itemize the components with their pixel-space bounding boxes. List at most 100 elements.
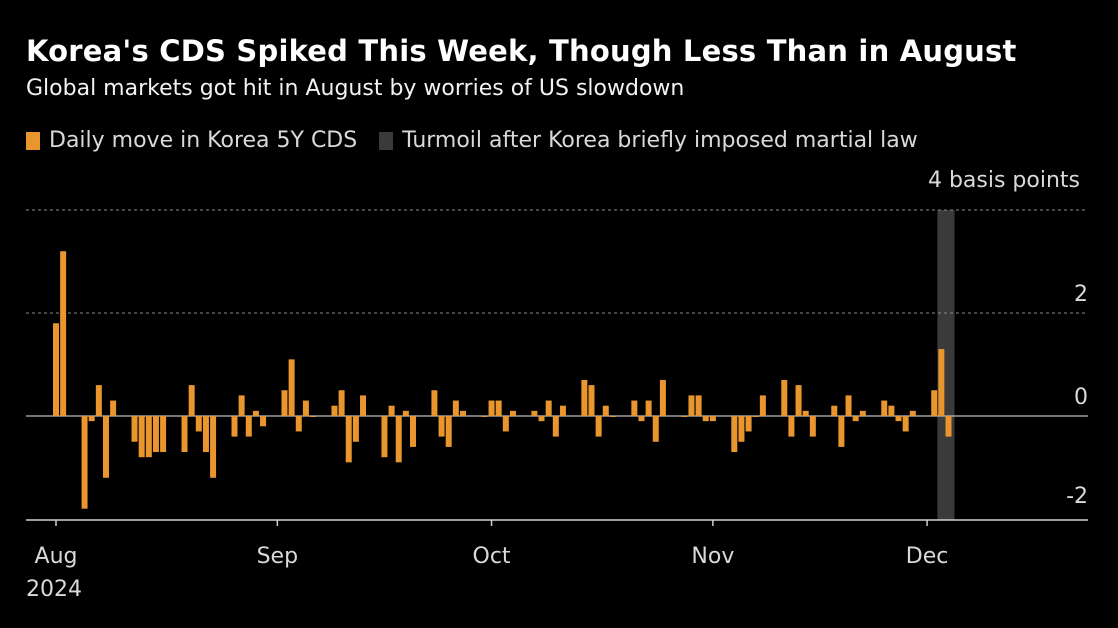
bar [181, 416, 188, 453]
bar [81, 416, 88, 509]
bar [709, 416, 716, 422]
bar [538, 416, 545, 422]
bar [788, 416, 795, 437]
bar [745, 416, 752, 432]
bar [488, 400, 495, 416]
bar [252, 410, 259, 416]
bar [110, 400, 117, 416]
bar [838, 416, 845, 447]
bar [88, 416, 95, 422]
bar [545, 400, 552, 416]
bar [781, 379, 788, 416]
bar [95, 385, 102, 416]
bar [581, 379, 588, 416]
bar [731, 416, 738, 453]
bar [102, 416, 109, 478]
bar [852, 416, 859, 422]
bar [559, 405, 566, 416]
bar [902, 416, 909, 432]
bar [881, 400, 888, 416]
bar [702, 416, 709, 422]
bar [609, 416, 616, 417]
bar [681, 416, 688, 417]
x-tick-label: Dec [906, 544, 949, 569]
bar [588, 385, 595, 416]
bar [452, 400, 459, 416]
bar [295, 416, 302, 432]
legend-item-cds: Daily move in Korea 5Y CDS [26, 128, 357, 153]
bar [60, 251, 67, 416]
bar [509, 410, 516, 416]
bar [345, 416, 352, 463]
bar [160, 416, 167, 453]
bar [388, 405, 395, 416]
bar [595, 416, 602, 437]
bar [331, 405, 338, 416]
y-tick-label: 2 [1074, 282, 1088, 307]
bar [859, 410, 866, 416]
bar [431, 390, 438, 416]
bar [495, 400, 502, 416]
bar [410, 416, 416, 447]
highlight-band-martial-law [937, 210, 955, 520]
bar [481, 416, 488, 417]
chart-title: Korea's CDS Spiked This Week, Though Les… [26, 34, 1017, 68]
bar [652, 416, 659, 442]
bar [502, 416, 509, 432]
bar [445, 416, 452, 447]
legend-label-cds: Daily move in Korea 5Y CDS [49, 128, 358, 153]
bar [631, 400, 638, 416]
bar [659, 379, 666, 416]
x-tick-label: Oct [473, 544, 511, 569]
x-year-label: 2024 [26, 577, 82, 602]
bar [645, 400, 652, 416]
bar [638, 416, 645, 422]
bar [688, 395, 695, 416]
bar [938, 349, 945, 416]
bar [752, 416, 759, 417]
bar [809, 416, 816, 437]
y-tick-label: -2 [1066, 484, 1088, 509]
bar [302, 400, 309, 416]
bar [338, 390, 345, 416]
bar [552, 416, 559, 437]
bar [310, 416, 317, 417]
bar [352, 416, 359, 442]
bar [945, 416, 952, 437]
bar [195, 416, 202, 432]
bar [831, 405, 838, 416]
legend: Daily move in Korea 5Y CDS Turmoil after… [26, 128, 940, 153]
bar [245, 416, 252, 437]
x-tick-label: Sep [257, 544, 298, 569]
legend-swatch-cds [26, 131, 40, 150]
bar [802, 410, 809, 416]
bar [459, 410, 466, 416]
bar [138, 416, 145, 458]
bar [845, 395, 852, 416]
bar [738, 416, 745, 442]
bar [152, 416, 159, 453]
bar [53, 323, 59, 416]
bar [931, 390, 938, 416]
bar [281, 390, 288, 416]
legend-swatch-martial-law [379, 131, 394, 150]
bar [231, 416, 238, 437]
bar [238, 395, 245, 416]
bar [188, 385, 195, 416]
legend-label-martial-law: Turmoil after Korea briefly imposed mart… [402, 128, 918, 153]
x-tick-label: Nov [691, 544, 734, 569]
bar [602, 405, 609, 416]
bar [395, 416, 402, 463]
bar [438, 416, 445, 437]
bar [909, 410, 916, 416]
bar [288, 359, 295, 416]
bar [695, 395, 702, 416]
bar [360, 395, 367, 416]
bar [210, 416, 217, 478]
bar [895, 416, 902, 422]
bar [759, 395, 766, 416]
bar [795, 385, 802, 416]
y-axis-unit-label: 4 basis points [927, 168, 1080, 193]
bar [381, 416, 388, 458]
